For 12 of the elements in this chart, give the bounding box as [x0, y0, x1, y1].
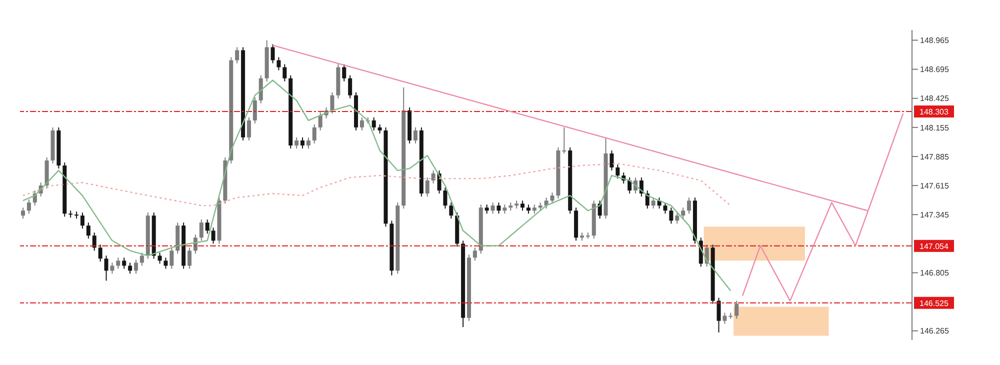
y-tick-label: 146.265	[920, 326, 950, 336]
y-tick-label: 147.885	[920, 152, 950, 162]
y-tick-label: 147.345	[920, 210, 950, 220]
y-tick-label: 147.615	[920, 181, 950, 190]
y-tick-label: 148.155	[920, 123, 950, 132]
ref-line-label: 148.303	[920, 107, 950, 116]
y-tick-label: 148.695	[920, 65, 950, 74]
ref-line-label: 146.525	[920, 298, 950, 308]
y-tick-label: 148.425	[920, 94, 950, 104]
ref-line-label: 147.054	[920, 242, 950, 251]
y-tick-label: 146.805	[920, 268, 950, 278]
y-tick-label: 148.965	[920, 36, 950, 46]
